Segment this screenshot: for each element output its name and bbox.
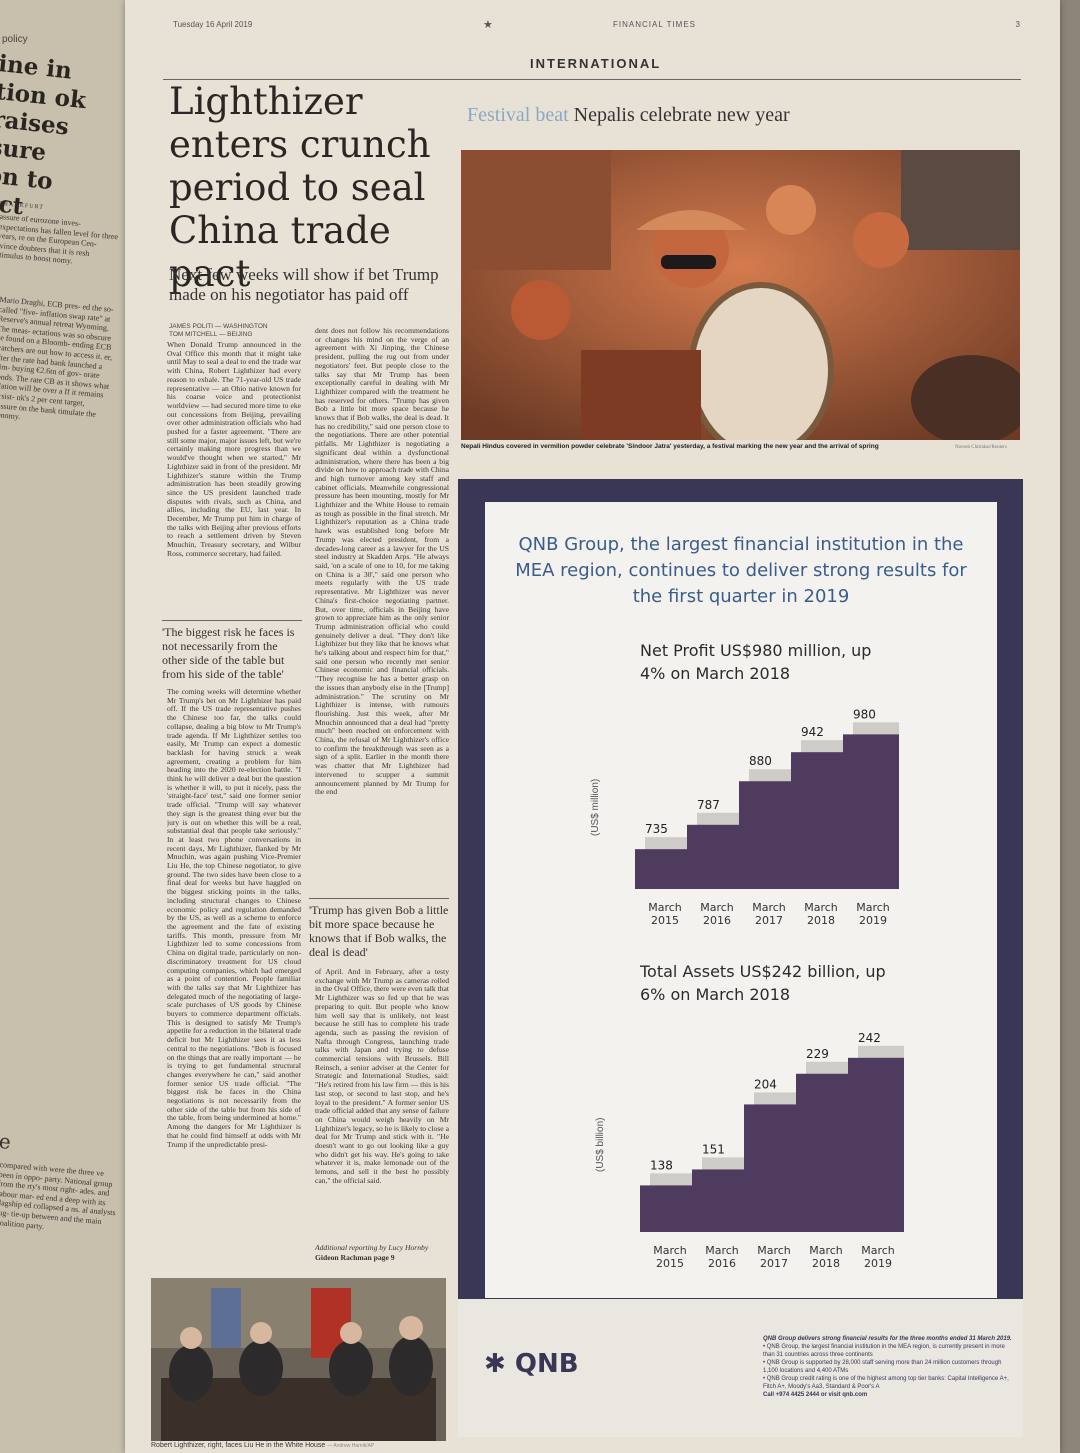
bar xyxy=(791,752,847,889)
festival-kicker: Festival beat xyxy=(467,104,569,126)
bar-value-label: 787 xyxy=(697,798,720,812)
bar-value-label: 980 xyxy=(853,707,876,721)
article-col1b: The coming weeks will determine whether … xyxy=(167,688,301,1149)
bar xyxy=(640,1185,696,1232)
festival-photo xyxy=(461,150,1020,440)
category-label: March xyxy=(752,901,786,914)
section-label: INTERNATIONAL xyxy=(530,56,662,71)
bar-value-label: 242 xyxy=(858,1031,881,1045)
bar-value-label: 204 xyxy=(754,1077,777,1091)
qnb-logo-icon: ✱ xyxy=(484,1349,506,1379)
festival-credit: Navesh Chitrakar/Reuters xyxy=(955,445,1007,450)
page-number: 3 xyxy=(1015,20,1020,29)
category-label: March xyxy=(700,901,734,914)
note-2: • QNB Group is supported by 28,000 staff… xyxy=(763,1360,1002,1374)
lighthizer-photo xyxy=(151,1278,446,1441)
advert-headline: QNB Group, the largest financial institu… xyxy=(515,534,967,607)
category-label: 2015 xyxy=(651,914,679,927)
bar xyxy=(687,824,743,889)
note-4: Call +974 4425 2444 or visit qnb.com xyxy=(763,1392,868,1398)
left-kicker: policy xyxy=(2,34,28,45)
left-text-mid: Mario Draghi, ECB pres- ed the so-called… xyxy=(0,295,114,422)
bar-value-label: 229 xyxy=(806,1047,829,1061)
bar xyxy=(635,849,691,889)
article-headline: Lighthizer enters crunch period to seal … xyxy=(169,80,431,295)
caption-credit: — Andrew Harnik/AP xyxy=(327,1443,375,1449)
bar xyxy=(843,734,899,889)
category-label: March xyxy=(705,1244,739,1257)
advert-footer xyxy=(458,1299,1023,1437)
category-label: 2016 xyxy=(708,1257,736,1270)
bar xyxy=(796,1073,852,1232)
bar-value-label: 151 xyxy=(702,1142,725,1156)
article-col2: dent does not follow his recommendations… xyxy=(315,327,449,797)
issue-date: Tuesday 16 April 2019 xyxy=(173,20,253,29)
article-standfirst: Next few weeks will show if bet Trump ma… xyxy=(169,265,439,304)
note-1: • QNB Group, the largest financial insti… xyxy=(763,1344,1005,1358)
chart1-ylabel: (US$ million) xyxy=(590,778,601,836)
left-text-bottom: compared with were the three ve been in … xyxy=(0,1160,116,1231)
left-section-head: e xyxy=(0,1129,12,1154)
qnb-logo: ✱ QNB xyxy=(484,1349,579,1379)
additional-reporting: Additional reporting by Lucy Hornby xyxy=(315,1244,429,1252)
category-label: 2019 xyxy=(864,1257,892,1270)
category-label: 2018 xyxy=(812,1257,840,1270)
festival-title: Nepalis celebrate new year xyxy=(573,104,790,126)
festival-heading: Festival beat Nepalis celebrate new year xyxy=(467,104,790,127)
caption-text: Robert Lighthizer, right, faces Liu He i… xyxy=(151,1442,326,1449)
article-col1: When Donald Trump announced in the Oval … xyxy=(167,341,301,558)
bar xyxy=(744,1104,800,1232)
note-title: QNB Group delivers strong financial resu… xyxy=(763,1336,1012,1342)
advert-note: QNB Group delivers strong financial resu… xyxy=(763,1335,1018,1399)
article-col2b: of April. And in February, after a testy… xyxy=(315,968,449,1185)
category-label: 2019 xyxy=(859,914,887,927)
category-label: 2016 xyxy=(703,914,731,927)
category-label: March xyxy=(653,1244,687,1257)
lighthizer-caption: Robert Lighthizer, right, faces Liu He i… xyxy=(151,1442,374,1449)
category-label: March xyxy=(856,901,890,914)
bar xyxy=(692,1169,748,1232)
category-label: 2017 xyxy=(760,1257,788,1270)
masthead-brand: FINANCIAL TIMES xyxy=(613,20,697,29)
note-3: • QNB Group credit rating is one of the … xyxy=(763,1376,1009,1390)
category-label: 2018 xyxy=(807,914,835,927)
bar xyxy=(848,1057,904,1232)
chart2-ylabel: (US$ billion) xyxy=(595,1117,606,1172)
pull-quote-1: 'The biggest risk he faces is not necess… xyxy=(162,620,302,681)
newspaper-page: Tuesday 16 April 2019 ★ FINANCIAL TIMES … xyxy=(125,0,1060,1453)
chart2-title: Total Assets US$242 billion, up 6% on Ma… xyxy=(640,962,886,1004)
see-also: Gideon Rachman page 9 xyxy=(315,1254,395,1262)
total-assets-chart: 138March2015151March2016204March2017229M… xyxy=(640,1031,904,1270)
net-profit-chart: 735March2015787March2016880March2017942M… xyxy=(635,707,899,927)
bar-value-label: 138 xyxy=(650,1158,673,1172)
category-label: March xyxy=(809,1244,843,1257)
star-icon: ★ xyxy=(483,19,493,31)
category-label: March xyxy=(861,1244,895,1257)
qnb-advert: QNB Group, the largest financial institu… xyxy=(458,479,1023,1437)
category-label: March xyxy=(757,1244,791,1257)
chart1-title: Net Profit US$980 million, up 4% on Marc… xyxy=(640,641,872,683)
pull-quote-2: 'Trump has given Bob a little bit more s… xyxy=(309,898,449,959)
qnb-logo-text: QNB xyxy=(514,1349,579,1379)
adjacent-page: policy ine in tion ok raises sure on to … xyxy=(0,0,125,1453)
byline-1: JAMES POLITI — WASHINGTON xyxy=(169,323,268,330)
bar-value-label: 942 xyxy=(801,725,824,739)
header-rule xyxy=(163,79,1021,80)
bar-value-label: 880 xyxy=(749,754,772,768)
article-byline: JAMES POLITI — WASHINGTON TOM MITCHELL —… xyxy=(169,323,309,339)
category-label: March xyxy=(804,901,838,914)
festival-caption: Nepali Hindus covered in vermilion powde… xyxy=(461,443,879,450)
category-label: 2017 xyxy=(755,914,783,927)
advert-card: QNB Group, the largest financial institu… xyxy=(485,502,997,1298)
bar-value-label: 735 xyxy=(645,822,668,836)
category-label: March xyxy=(648,901,682,914)
category-label: 2015 xyxy=(656,1257,684,1270)
bar xyxy=(739,781,795,889)
byline-2: TOM MITCHELL — BEIJING xyxy=(169,331,253,338)
